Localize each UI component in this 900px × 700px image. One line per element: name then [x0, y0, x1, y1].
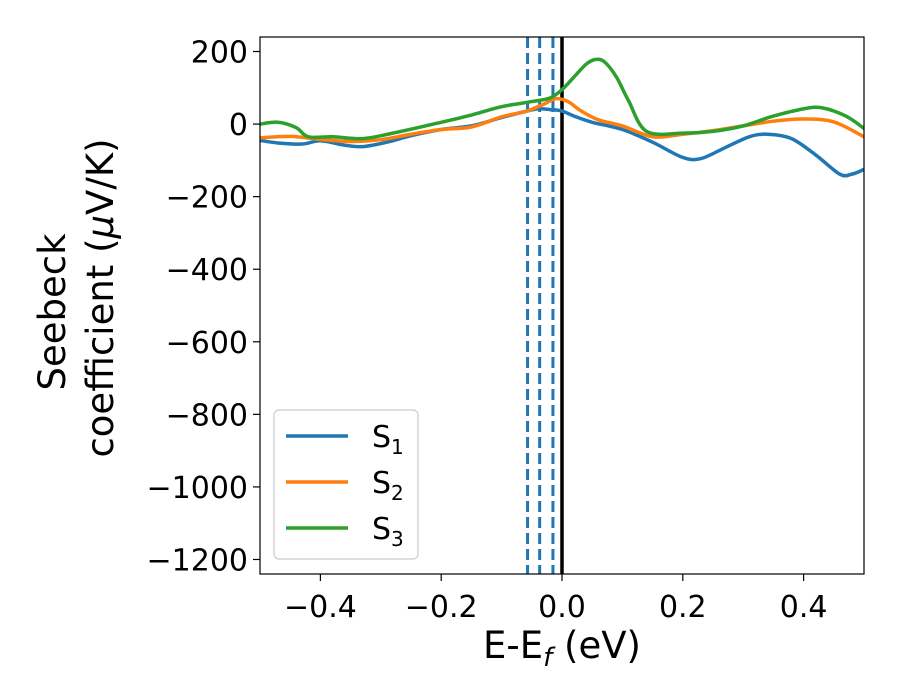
y-axis-label-line2: coefficient (μV/K): [79, 138, 122, 457]
x-axis-ticks: −0.4 −0.2 0.0 0.2 0.4: [284, 574, 827, 625]
y-axis-label-line1: Seebeck: [31, 233, 74, 391]
legend: S1 S2 S3: [273, 409, 419, 560]
legend-label-s3: S3: [372, 512, 404, 551]
y-tick-label: −1000: [147, 471, 248, 506]
y-tick-label: −600: [166, 326, 248, 361]
y-tick-label: 200: [191, 36, 248, 71]
x-tick-label: 0.2: [659, 590, 707, 625]
y-tick-label: −400: [166, 253, 248, 288]
x-tick-label: −0.2: [405, 590, 478, 625]
legend-box: [273, 409, 419, 560]
series-line-s3: [260, 57, 864, 141]
y-axis-label-pre: coefficient (: [79, 238, 122, 457]
x-tick-label: 0.4: [780, 590, 828, 625]
reference-lines: [526, 37, 564, 574]
y-axis-label-post: V/K): [79, 138, 122, 214]
series-line-s1: [260, 107, 864, 178]
x-axis-label: E-Ef (eV): [483, 624, 641, 673]
legend-items: S1 S2 S3: [286, 420, 404, 551]
y-tick-label: −800: [166, 398, 248, 433]
x-axis-label-main: E-E: [483, 624, 543, 667]
legend-label-s1: S1: [372, 420, 404, 459]
legend-label-s2: S2: [372, 466, 404, 505]
y-tick-label: 0: [229, 108, 248, 143]
y-tick-label: −1200: [147, 543, 248, 578]
x-tick-label: 0.0: [538, 590, 586, 625]
x-tick-label: −0.4: [284, 590, 357, 625]
x-axis-label-tail: (eV): [552, 624, 641, 667]
y-axis-ticks: 200 0 −200 −400 −600 −800 −1000 −1200: [147, 36, 260, 578]
y-axis-label-mu: μ: [79, 215, 122, 240]
y-tick-label: −200: [166, 181, 248, 216]
series-lines: [260, 57, 864, 178]
